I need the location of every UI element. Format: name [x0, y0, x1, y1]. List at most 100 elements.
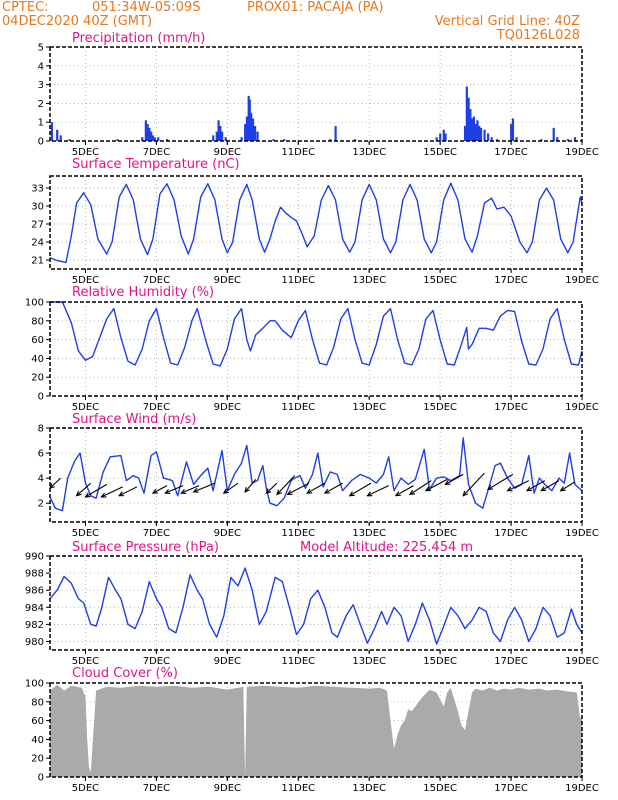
rh-xtick-label: 11DEC — [281, 402, 315, 413]
precip-bar — [251, 118, 255, 141]
temp-xtick-label: 19DEC — [565, 275, 599, 286]
wind-vector-arrow — [409, 480, 432, 495]
rh-frame — [49, 301, 583, 397]
header-datetime: 04DEC2020 40Z (GMT) — [2, 14, 153, 29]
wind-vector-head — [424, 486, 431, 492]
wind-xtick-label: 11DEC — [281, 528, 315, 539]
precip-xtick-label: 17DEC — [494, 147, 528, 158]
precip-bar — [272, 139, 275, 141]
pres-series-line — [49, 567, 583, 645]
wind-vector-head — [222, 488, 229, 494]
pres-ytick-label: 984 — [25, 603, 44, 614]
precip-bar — [476, 120, 479, 141]
wind-vector-arrow — [101, 486, 123, 498]
wind-xtick-label: 7DEC — [143, 528, 170, 539]
wind-vector-arrow — [445, 473, 464, 485]
precip-bar — [116, 139, 119, 141]
wind-vector-head — [525, 486, 533, 492]
wind-vector-head — [444, 479, 451, 486]
wind-vector-arrow — [85, 483, 108, 498]
wind-vector-arrow — [425, 478, 448, 492]
wind-ytick-label: 2 — [38, 499, 44, 510]
precip-bar — [244, 124, 247, 141]
precip-bar — [474, 124, 477, 141]
header-station: PROX01: PACAJA (PA) — [247, 0, 384, 15]
precip-bar — [435, 137, 438, 141]
wind-frame — [49, 427, 583, 523]
wind-vector-head — [265, 488, 272, 495]
rh-xtick-label: 13DEC — [352, 402, 386, 413]
precip-bar — [146, 124, 149, 141]
precip-bar — [573, 137, 577, 141]
wind-vector-head — [540, 486, 547, 492]
precip-bar — [566, 139, 570, 141]
cloud-xtick-label: 15DEC — [423, 783, 457, 794]
pres-panel — [46, 555, 583, 654]
wind-vector-head — [323, 488, 330, 494]
precip-bar — [217, 120, 220, 141]
precip-bar — [253, 125, 257, 141]
cloud-xtick-label: 19DEC — [565, 783, 599, 794]
rh-ytick-label: 40 — [31, 354, 44, 365]
precip-bar — [510, 124, 513, 141]
precip-ytick-label: 3 — [38, 80, 44, 91]
precip-bar — [153, 137, 156, 141]
wind-vector-arrow — [395, 485, 414, 497]
precip-bar — [68, 139, 71, 141]
cloud-title: Cloud Cover (%) — [72, 666, 178, 681]
wind-xtick-label: 13DEC — [352, 528, 386, 539]
temp-title: Surface Temperature (nC) — [72, 157, 240, 172]
temp-series-line — [49, 182, 583, 264]
wind-vector-arrow — [306, 482, 326, 494]
rh-xtick-label: 9DEC — [214, 402, 241, 413]
precip-bar — [329, 139, 332, 141]
temp-ytick-label: 21 — [31, 256, 44, 267]
rh-xtick-label: 19DEC — [565, 402, 599, 413]
wind-vector-head — [118, 491, 125, 497]
pres-frame — [49, 555, 583, 651]
wind-xtick-label: 17DEC — [494, 528, 528, 539]
wind-vector-head — [306, 488, 313, 494]
precip-xtick-label: 11DEC — [281, 147, 315, 158]
wind-vector-head — [286, 490, 293, 496]
wind-ytick-label: 4 — [38, 474, 44, 485]
pres-xtick-label: 17DEC — [494, 656, 528, 667]
precip-bar — [511, 118, 515, 141]
precip-xtick-label: 5DEC — [72, 147, 99, 158]
wind-vector-head — [151, 488, 158, 494]
rh-ytick-label: 0 — [38, 392, 44, 403]
temp-frame — [49, 175, 583, 270]
wind-vector-arrow — [462, 472, 485, 497]
precip-bar — [245, 116, 249, 141]
rh-series-line — [50, 301, 583, 367]
wind-vector-arrow — [507, 480, 530, 492]
precip-bar — [334, 125, 337, 141]
wind-vector-arrow — [49, 477, 62, 489]
cloud-xtick-label: 5DEC — [72, 783, 99, 794]
cloud-xtick-label: 13DEC — [352, 783, 386, 794]
wind-vector-arrow — [152, 485, 168, 494]
rh-ytick-label: 20 — [31, 373, 44, 384]
precip-bar — [515, 137, 518, 141]
precip-bar — [495, 139, 499, 141]
precip-bar — [471, 118, 474, 141]
pres-title: Surface Pressure (hPa) — [72, 540, 219, 555]
pres-xtick-label: 7DEC — [143, 656, 170, 667]
precip-bar — [490, 137, 493, 141]
precip-bar — [144, 120, 147, 141]
wind-vector-head — [276, 489, 282, 496]
pres-xtick-label: 15DEC — [423, 656, 457, 667]
precip-bar — [157, 137, 160, 141]
wind-vector-arrow — [540, 480, 560, 492]
precip-xtick-label: 7DEC — [143, 147, 170, 158]
temp-xtick-label: 15DEC — [423, 275, 457, 286]
wind-xtick-label: 19DEC — [565, 528, 599, 539]
precip-ytick-label: 2 — [38, 99, 44, 110]
precip-bar — [439, 133, 442, 141]
precip-bar — [540, 139, 543, 141]
wind-vector-head — [84, 492, 91, 498]
temp-ytick-label: 33 — [31, 184, 44, 195]
wind-xtick-label: 15DEC — [423, 528, 457, 539]
temp-xtick-label: 9DEC — [214, 275, 241, 286]
wind-vector-arrow — [181, 485, 200, 494]
